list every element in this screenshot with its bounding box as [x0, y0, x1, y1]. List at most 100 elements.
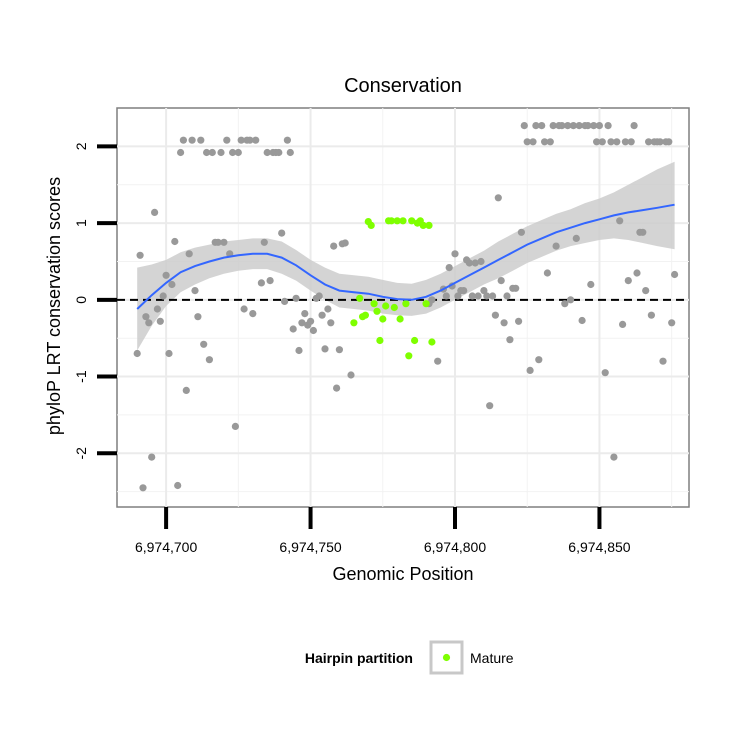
data-point — [647, 311, 656, 319]
data-point — [185, 250, 193, 258]
data-point — [179, 136, 187, 144]
data-point — [471, 259, 479, 267]
data-point-mature — [373, 307, 381, 315]
grid-lines — [117, 108, 689, 507]
data-point — [188, 136, 196, 144]
data-point — [171, 237, 179, 246]
data-point — [595, 122, 604, 130]
data-point — [659, 357, 667, 365]
data-point — [543, 269, 552, 277]
data-point — [295, 346, 303, 355]
data-point — [535, 356, 543, 364]
data-point — [500, 319, 508, 327]
data-point — [546, 138, 554, 146]
x-tick-label: 6,974,700 — [135, 539, 197, 555]
data-point — [165, 349, 173, 358]
data-point — [515, 317, 523, 325]
data-point — [307, 317, 315, 325]
x-axis-label: Genomic Position — [332, 564, 473, 584]
data-point — [298, 319, 306, 327]
data-point — [341, 239, 349, 247]
x-tick-label: 6,974,800 — [424, 539, 486, 555]
data-point-mature — [408, 217, 416, 225]
data-point — [517, 228, 526, 236]
data-point — [263, 148, 271, 157]
data-point — [286, 148, 294, 157]
data-point-mature — [382, 302, 390, 310]
data-point-mature — [350, 319, 358, 327]
data-point — [642, 287, 650, 295]
data-point-mature — [361, 311, 369, 319]
data-point — [318, 311, 326, 319]
data-point — [217, 148, 225, 157]
y-axis-label: phyloP LRT conservation scores — [44, 177, 64, 435]
legend-key-mature — [442, 653, 451, 662]
data-point-mature — [370, 300, 378, 308]
data-point — [191, 287, 199, 295]
y-tick-label: 1 — [73, 219, 89, 227]
data-point — [587, 280, 595, 289]
data-point — [194, 313, 202, 321]
data-point — [619, 320, 627, 328]
data-point — [584, 122, 592, 130]
data-point — [159, 292, 167, 300]
data-point — [205, 356, 213, 364]
chart-title: Conservation — [344, 75, 462, 97]
y-tick-label: -1 — [73, 370, 89, 383]
data-point — [564, 122, 572, 130]
data-point-mature — [399, 217, 407, 225]
data-point — [552, 242, 560, 250]
x-tick-label: 6,974,850 — [568, 539, 630, 555]
data-point — [208, 148, 216, 157]
data-point — [200, 340, 208, 348]
data-point — [624, 277, 632, 285]
data-point — [593, 138, 601, 146]
data-point — [162, 271, 170, 279]
points-layer — [133, 122, 679, 492]
data-point — [526, 366, 534, 374]
confidence-band-layer — [137, 161, 675, 351]
data-point — [465, 259, 473, 267]
data-point — [257, 279, 265, 287]
data-point — [558, 122, 566, 130]
data-point — [324, 305, 332, 313]
data-point — [567, 296, 575, 304]
data-point — [197, 136, 205, 144]
data-point — [512, 284, 520, 292]
data-point — [541, 138, 549, 146]
data-point — [309, 326, 317, 335]
data-point — [616, 217, 624, 225]
data-point — [428, 296, 436, 304]
data-point — [671, 270, 679, 279]
data-point — [278, 229, 286, 237]
data-point — [142, 313, 150, 321]
data-point — [460, 287, 468, 295]
data-point — [231, 422, 239, 430]
data-point — [266, 277, 274, 285]
data-point-mature — [425, 221, 433, 229]
data-point — [604, 122, 612, 130]
data-point — [260, 238, 268, 246]
data-point-mature — [428, 338, 436, 346]
data-point — [347, 371, 355, 379]
data-point — [468, 292, 476, 300]
data-point — [333, 384, 341, 392]
data-point — [538, 122, 546, 130]
data-point-mature — [396, 315, 404, 323]
data-point — [229, 148, 237, 157]
data-point — [483, 292, 491, 300]
confidence-band — [137, 161, 675, 351]
legend: Hairpin partition Mature — [305, 640, 514, 675]
data-point — [153, 305, 161, 313]
loess-smooth-line — [136, 203, 675, 310]
data-point — [182, 386, 190, 394]
data-point — [145, 319, 153, 327]
data-point — [335, 346, 343, 354]
data-point — [572, 234, 580, 242]
data-point — [234, 148, 242, 157]
data-point — [506, 336, 514, 344]
data-point-mature — [379, 315, 387, 323]
data-point — [474, 292, 482, 300]
data-point — [486, 402, 494, 410]
data-point — [621, 138, 630, 146]
